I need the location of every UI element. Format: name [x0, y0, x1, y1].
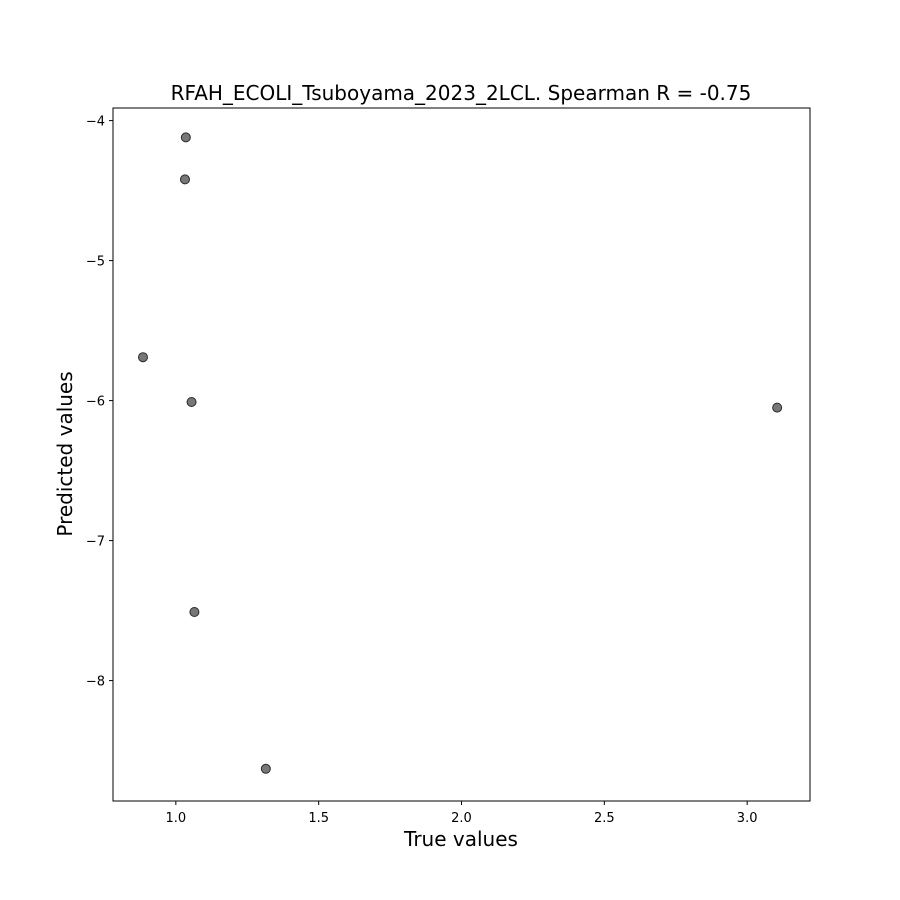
scatter-point: [189, 607, 200, 617]
points-layer: [137, 132, 783, 774]
scatter-point: [186, 397, 197, 407]
x-tick-label: 1.0: [166, 811, 187, 826]
y-tick-label: −6: [86, 395, 105, 410]
ticks-layer: 1.0 1.5 2.0 2.5 3.0 −4 −5 −6 −7 −8: [86, 115, 758, 826]
y-tick-label: −4: [86, 115, 105, 130]
scatter-point: [137, 352, 148, 363]
y-tick-label: −8: [86, 675, 105, 690]
chart-title: RFAH_ECOLI_Tsuboyama_2023_2LCL. Spearman…: [171, 81, 752, 105]
x-axis-title: True values: [403, 827, 518, 851]
x-tick-label: 2.0: [451, 811, 472, 826]
scatter-point: [179, 174, 190, 185]
x-tick-label: 3.0: [737, 811, 758, 826]
x-tick-label: 2.5: [594, 811, 615, 826]
scatter-point: [260, 763, 271, 774]
scatter-point: [772, 402, 783, 413]
x-tick-label: 1.5: [308, 811, 329, 826]
y-tick-label: −7: [86, 535, 105, 550]
scatter-point: [180, 132, 191, 143]
y-tick-label: −5: [86, 255, 105, 270]
plot-area-frame: [112, 107, 811, 802]
y-axis-title: Predicted values: [53, 371, 77, 536]
